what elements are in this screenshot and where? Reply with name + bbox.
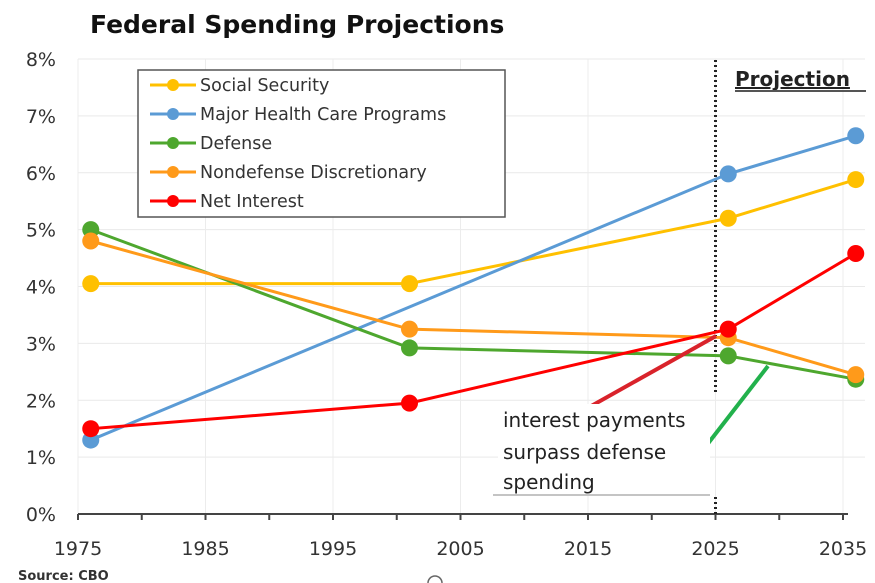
legend-label: Nondefense Discretionary	[200, 163, 427, 183]
y-tick-label: 3%	[26, 333, 56, 355]
series-lines	[82, 127, 865, 449]
y-axis: 0% 1% 2% 3% 4% 5% 6% 7% 8%	[26, 49, 56, 526]
data-point-defense	[719, 347, 737, 365]
data-point-social-security	[847, 171, 865, 189]
legend-label: Major Health Care Programs	[200, 105, 446, 125]
y-tick-label: 5%	[26, 220, 56, 242]
y-tick-label: 0%	[26, 504, 56, 526]
legend-dot-marker	[167, 79, 179, 91]
y-tick-label: 4%	[26, 277, 56, 299]
x-tick-label: 2035	[819, 538, 867, 560]
legend-dot-marker	[167, 166, 179, 178]
y-tick-label: 2%	[26, 390, 56, 412]
annotation-line-1: interest payments	[503, 408, 686, 432]
gridlines	[77, 58, 865, 514]
data-point-social-security	[719, 209, 737, 227]
legend-dot-marker	[167, 108, 179, 120]
data-point-social-security	[82, 275, 100, 293]
legend-label: Net Interest	[200, 192, 304, 212]
x-tick-label: 2025	[691, 538, 739, 560]
annotation-box	[498, 404, 710, 496]
data-point-net-interest	[847, 245, 865, 263]
series-line-nondefense-discretionary	[90, 239, 857, 377]
chart-title: Federal Spending Projections	[90, 10, 504, 39]
data-point-nondefense-discretionary	[82, 232, 100, 250]
legend-dot-marker	[167, 195, 179, 207]
x-axis: 1975 1985 1995 2005 2015 2025 2035	[54, 497, 867, 560]
legend-box	[137, 69, 506, 218]
data-point-major-health-care-programs	[847, 127, 865, 145]
data-point-net-interest	[401, 394, 418, 412]
legend-label: Social Security	[200, 76, 329, 96]
data-point-social-security	[401, 275, 418, 293]
series-line-net-interest	[90, 252, 857, 431]
data-point-major-health-care-programs	[719, 165, 737, 183]
data-point-nondefense-discretionary	[401, 320, 418, 338]
data-point-net-interest	[719, 320, 737, 338]
x-tick-label: 1975	[54, 538, 102, 560]
data-point-nondefense-discretionary	[847, 366, 865, 384]
x-tick-label: 2005	[436, 538, 484, 560]
legend-label: Defense	[200, 134, 272, 154]
annotation: interest payments surpass defense spendi…	[493, 334, 770, 496]
projection-label: Projection	[735, 67, 850, 91]
y-tick-label: 8%	[26, 49, 56, 71]
data-point-defense	[401, 339, 418, 357]
x-tick-label: 1985	[181, 538, 229, 560]
annotation-line-2: surpass defense	[503, 440, 666, 464]
annotation-arrow-interest	[576, 334, 717, 416]
y-tick-label: 7%	[26, 106, 56, 128]
y-tick-label: 1%	[26, 447, 56, 469]
annotation-line-3: spending	[503, 470, 595, 494]
source-note: Source: CBO	[18, 569, 109, 583]
annotation-arrow-defense	[701, 364, 770, 452]
legend-dot-marker	[167, 137, 179, 149]
legend: Social Security Major Health Care Program…	[137, 69, 506, 218]
cursor-indicator	[427, 575, 443, 583]
y-tick-label: 6%	[26, 163, 56, 185]
data-point-net-interest	[82, 420, 100, 438]
series-line-defense	[90, 228, 857, 381]
x-tick-label: 2015	[564, 538, 612, 560]
x-tick-label: 1995	[309, 538, 357, 560]
